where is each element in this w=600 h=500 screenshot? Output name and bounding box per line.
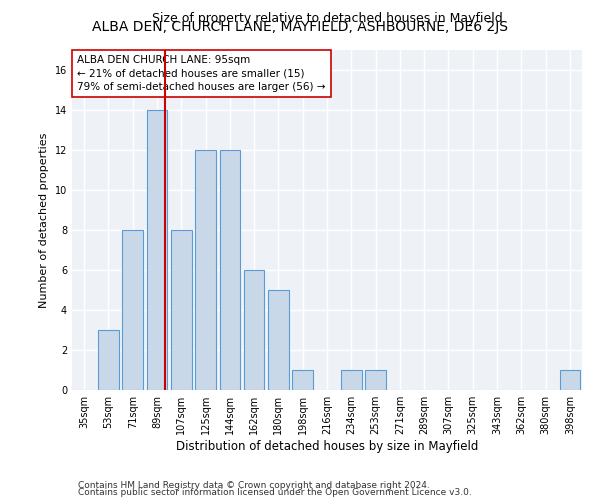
- Title: Size of property relative to detached houses in Mayfield: Size of property relative to detached ho…: [152, 12, 502, 25]
- Y-axis label: Number of detached properties: Number of detached properties: [39, 132, 49, 308]
- X-axis label: Distribution of detached houses by size in Mayfield: Distribution of detached houses by size …: [176, 440, 478, 453]
- Bar: [146, 110, 167, 390]
- Bar: [195, 150, 216, 390]
- Bar: [171, 230, 191, 390]
- Text: ALBA DEN, CHURCH LANE, MAYFIELD, ASHBOURNE, DE6 2JS: ALBA DEN, CHURCH LANE, MAYFIELD, ASHBOUR…: [92, 20, 508, 34]
- Bar: [268, 290, 289, 390]
- Bar: [341, 370, 362, 390]
- Bar: [292, 370, 313, 390]
- Bar: [365, 370, 386, 390]
- Bar: [98, 330, 119, 390]
- Text: ALBA DEN CHURCH LANE: 95sqm
← 21% of detached houses are smaller (15)
79% of sem: ALBA DEN CHURCH LANE: 95sqm ← 21% of det…: [77, 55, 326, 92]
- Bar: [244, 270, 265, 390]
- Text: Contains public sector information licensed under the Open Government Licence v3: Contains public sector information licen…: [78, 488, 472, 497]
- Bar: [220, 150, 240, 390]
- Bar: [122, 230, 143, 390]
- Text: Contains HM Land Registry data © Crown copyright and database right 2024.: Contains HM Land Registry data © Crown c…: [78, 480, 430, 490]
- Bar: [560, 370, 580, 390]
